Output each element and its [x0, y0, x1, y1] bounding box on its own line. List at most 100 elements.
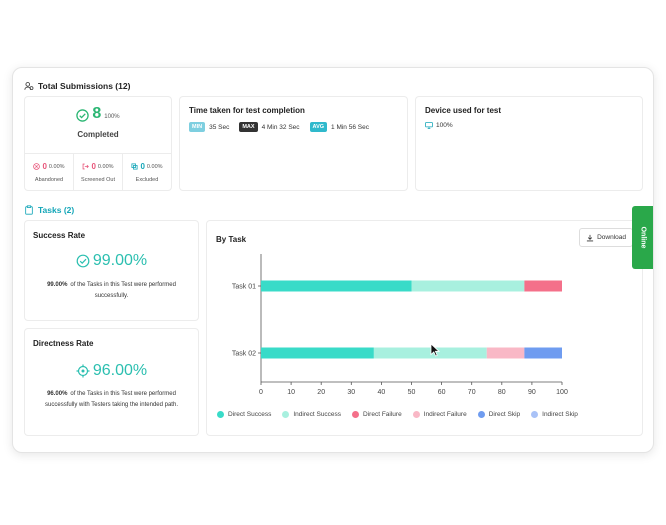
success-rate-card: Success Rate 99.00% 99.00% of the Tasks i… [24, 220, 199, 321]
x-tick-label: 60 [438, 389, 446, 396]
max-tag: MAX [239, 122, 258, 132]
bar-segment [524, 347, 562, 359]
exit-icon [83, 163, 90, 170]
mouse-pointer-icon [430, 343, 440, 357]
online-status-tab[interactable]: Online [632, 206, 653, 269]
legend-swatch [412, 411, 420, 418]
success-rate-title: Success Rate [33, 231, 86, 240]
abandoned-stat: 0 0.00% Abandoned [25, 154, 74, 190]
legend-label: Indirect Success [293, 411, 342, 418]
directness-rate-card: Directness Rate 96.00% 96.00% of the Task… [24, 328, 199, 436]
x-tick-label: 100 [556, 389, 568, 396]
excluded-label: Excluded [135, 177, 159, 183]
success-rate-desc-pct: 99.00% [47, 282, 68, 288]
x-tick-label: 70 [468, 389, 476, 396]
directness-rate-description: 96.00% of the Tasks in this Test were per… [39, 389, 184, 411]
copy-icon [131, 163, 138, 170]
success-rate-value: 99.00% [92, 252, 148, 269]
legend-item[interactable]: Indirect Success [282, 408, 341, 421]
screened-out-stat: 0 0.00% Screened Out [74, 154, 123, 190]
legend-item[interactable]: Indirect Failure [412, 408, 467, 421]
bar-segment [261, 347, 374, 359]
min-tag: MIN [189, 122, 206, 132]
abandoned-percent: 0.00% [48, 163, 65, 170]
monitor-icon [425, 122, 433, 129]
legend-item[interactable]: Direct Failure [352, 408, 402, 421]
screened-out-count: 0 [91, 162, 96, 171]
completed-percent: 100% [104, 114, 120, 120]
download-label: Download [597, 234, 626, 241]
x-tick-label: 20 [317, 389, 325, 396]
excluded-stat: 0 0.00% Excluded [123, 154, 171, 190]
legend-swatch [477, 411, 485, 418]
max-value: 4 Min 32 Sec [261, 123, 300, 131]
completed-count: 8 [92, 105, 102, 122]
x-tick-label: 10 [287, 389, 295, 396]
chart-title: By Task [216, 235, 247, 244]
users-icon [24, 82, 34, 90]
legend-label: Indirect Failure [423, 411, 467, 418]
desktop-percent: 100% [436, 122, 453, 129]
bar-segment [524, 280, 562, 292]
abandoned-count: 0 [42, 162, 47, 171]
min-value: 35 Sec [209, 123, 230, 131]
legend-label: Direct Skip [488, 411, 521, 418]
success-rate-description: 99.00% of the Tasks in this Test were per… [39, 280, 184, 302]
legend-swatch [352, 411, 360, 418]
excluded-count: 0 [140, 162, 145, 171]
abandoned-label: Abandoned [34, 177, 64, 183]
results-panel: Total Submissions (12) 8 100% Completed … [12, 67, 654, 453]
by-task-chart-card: By Task Download 0 10 20 30 40 50 60 70 80 90 100 T… [206, 220, 643, 436]
bar-segment [486, 347, 525, 359]
check-circle-icon [76, 109, 90, 122]
x-tick-label: 40 [378, 389, 386, 396]
device-card: Device used for test 100% [415, 96, 643, 191]
completed-card: 8 100% Completed 0 0.00% Abandoned 0 0.0… [24, 96, 172, 191]
target-icon [76, 364, 90, 378]
excluded-percent: 0.00% [146, 163, 163, 170]
time-taken-card: Time taken for test completion MIN 35 Se… [179, 96, 408, 191]
x-circle-icon [33, 163, 41, 170]
legend-label: Indirect Skip [542, 411, 578, 418]
device-title: Device used for test [425, 106, 502, 115]
success-rate-desc-text: of the Tasks in this Test were performed… [70, 282, 176, 299]
legend-item[interactable]: Direct Success [217, 408, 271, 421]
legend-swatch [217, 411, 224, 418]
chart-legend: Direct Success Indirect Success Direct Fai… [217, 408, 632, 423]
time-taken-title: Time taken for test completion [189, 106, 305, 115]
x-tick-label: 50 [408, 389, 416, 396]
online-label: Online [639, 226, 646, 249]
avg-tag: AVG [309, 122, 328, 132]
screened-out-percent: 0.00% [97, 163, 114, 170]
directness-rate-title: Directness Rate [33, 339, 94, 348]
directness-rate-desc-text: of the Tasks in this Test were performed… [45, 391, 178, 408]
y-tick-label: Task 01 [232, 284, 256, 291]
screened-out-label: Screened Out [81, 177, 115, 183]
legend-item[interactable]: Direct Skip [477, 408, 521, 421]
legend-label: Direct Success [228, 411, 272, 418]
by-task-chart: 0 10 20 30 40 50 60 70 80 90 100 Task 01 Task 02 [232, 254, 568, 396]
check-circle-icon [76, 254, 90, 268]
y-tick-label: Task 02 [232, 351, 256, 358]
tasks-title: Tasks (2) [24, 205, 74, 215]
total-submissions-title: Total Submissions (12) [24, 81, 130, 91]
bar-segment [261, 280, 412, 292]
directness-rate-desc-pct: 96.00% [47, 391, 68, 397]
directness-rate-value: 96.00% [92, 362, 148, 379]
x-tick-label: 90 [528, 389, 536, 396]
download-icon [586, 234, 594, 241]
x-tick-label: 80 [498, 389, 506, 396]
legend-item[interactable]: Indirect Skip [531, 408, 578, 421]
tasks-label: Tasks (2) [38, 205, 75, 215]
bar-segment [411, 280, 525, 292]
bar-segment [373, 347, 487, 359]
x-tick-label: 0 [259, 389, 263, 396]
avg-value: 1 Min 56 Sec [331, 123, 369, 131]
legend-label: Direct Failure [363, 411, 402, 418]
x-tick-label: 30 [347, 389, 355, 396]
total-submissions-label: Total Submissions (12) [38, 81, 131, 91]
clipboard-icon [25, 205, 33, 215]
legend-swatch [531, 411, 539, 418]
completed-label: Completed [77, 130, 119, 139]
legend-swatch [282, 411, 290, 418]
